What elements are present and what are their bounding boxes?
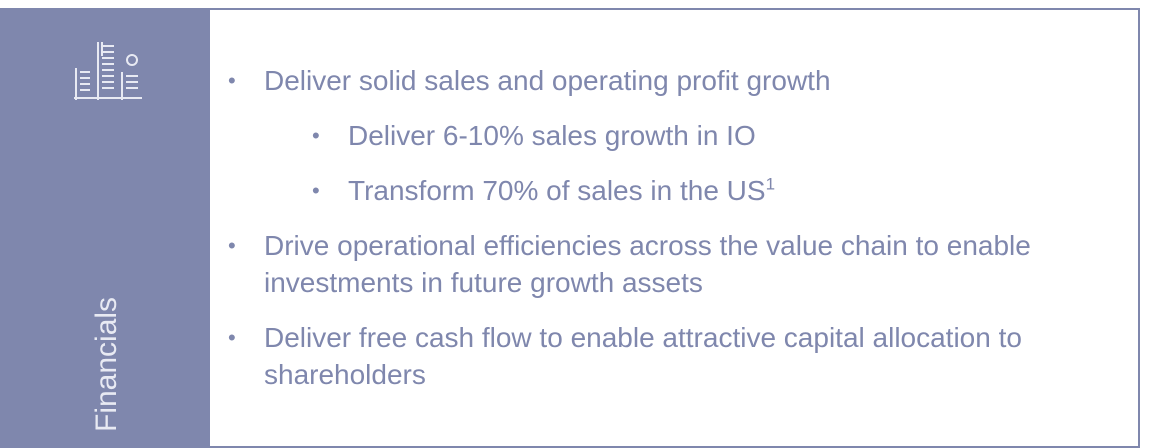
bullet-text: Deliver solid sales and operating profit…: [264, 65, 831, 96]
bullet-text: Drive operational efficiencies across th…: [264, 230, 1031, 298]
footnote-marker: 1: [765, 174, 776, 194]
bullet-item: Transform 70% of sales in the US1: [312, 172, 1108, 209]
bullet-item: Deliver 6-10% sales growth in IO: [312, 117, 1108, 154]
bullet-item: Deliver free cash flow to enable attract…: [228, 319, 1108, 393]
bullet-item: Drive operational efficiencies across th…: [228, 227, 1108, 301]
bullet-text: Deliver 6-10% sales growth in IO: [348, 120, 756, 151]
bullet-list: Deliver solid sales and operating profit…: [228, 62, 1108, 411]
bullet-item: Deliver solid sales and operating profit…: [228, 62, 1108, 99]
bullet-text: Deliver free cash flow to enable attract…: [264, 322, 1022, 390]
sidebar-label: Financials: [90, 296, 123, 432]
sidebar: Financials: [0, 8, 210, 446]
bullet-text: Transform 70% of sales in the US: [348, 175, 766, 206]
chart-icon: [74, 42, 142, 100]
